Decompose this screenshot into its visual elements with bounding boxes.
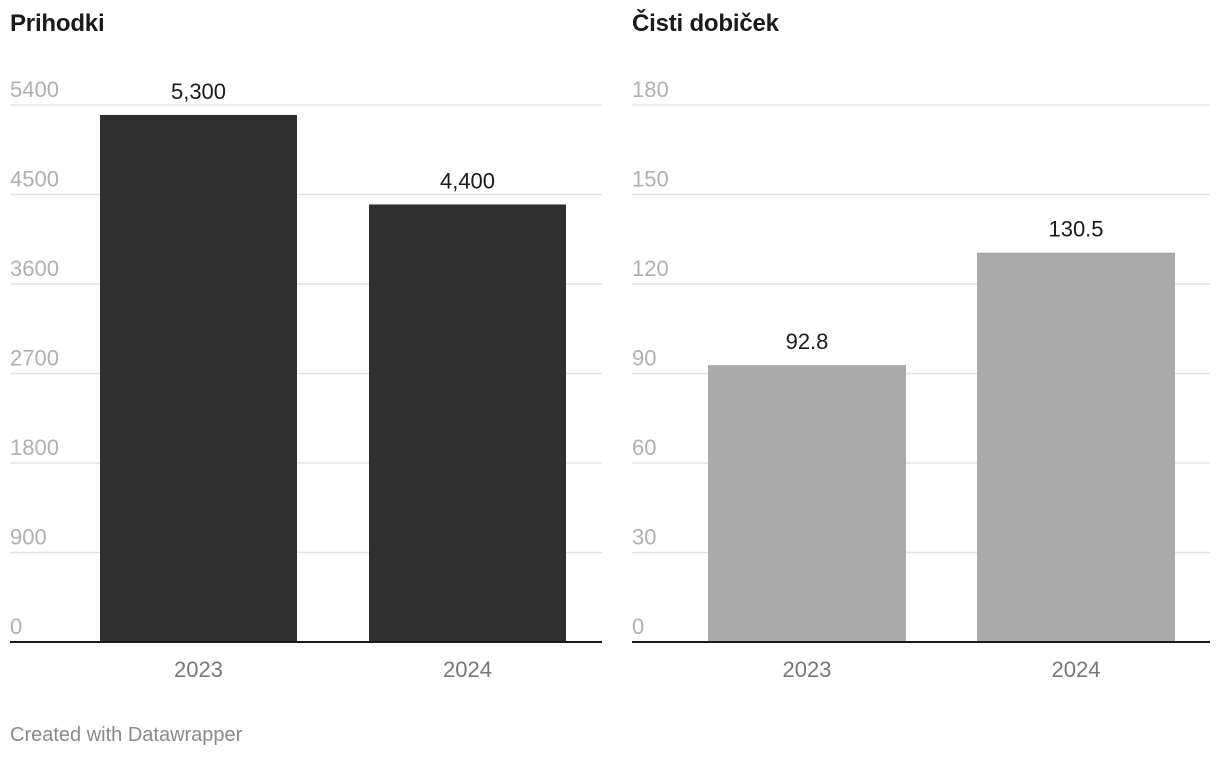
bar-2023	[100, 114, 297, 642]
chart-panel-net-profit: Čisti dobiček 0 30 60 90 120 150 180 92.8 2023 13…	[632, 0, 1210, 700]
chart-title: Prihodki	[10, 10, 105, 37]
chart-title: Čisti dobiček	[632, 10, 779, 37]
y-tick-label: 30	[632, 525, 656, 550]
y-tick-label: 180	[632, 77, 669, 102]
y-tick-label: 90	[632, 346, 656, 371]
y-tick-label: 0	[632, 614, 644, 639]
bar-value-label: 5,300	[171, 79, 226, 104]
x-category-label: 2023	[783, 657, 832, 682]
y-tick-label: 0	[10, 614, 22, 639]
x-category-label: 2024	[443, 657, 492, 682]
bar-2024	[977, 252, 1175, 643]
x-category-label: 2023	[174, 657, 223, 682]
y-tick-label: 1800	[10, 435, 59, 460]
y-tick-label: 120	[632, 256, 669, 281]
y-tick-label: 150	[632, 167, 669, 192]
y-tick-label: 3600	[10, 256, 59, 281]
footer-credit: Created with Datawrapper	[10, 724, 243, 746]
chart-panel-revenue: Prihodki 0 900 1800 2700 3600 4500 5400 5,300 20…	[10, 0, 602, 700]
bar-value-label: 130.5	[1048, 217, 1103, 242]
net-profit-chart-svg: 0 30 60 90 120 150 180 92.8 2023 130.5 2024	[632, 77, 1210, 682]
y-tick-label: 2700	[10, 346, 59, 371]
bar-2024	[369, 204, 566, 642]
y-tick-label: 5400	[10, 77, 59, 102]
y-tick-label: 60	[632, 435, 656, 460]
bar-value-label: 92.8	[786, 329, 829, 354]
bar-value-label: 4,400	[440, 168, 495, 193]
revenue-chart-svg: 0 900 1800 2700 3600 4500 5400 5,300 2023 4,400 20…	[10, 77, 602, 682]
x-category-label: 2024	[1052, 657, 1101, 682]
y-tick-label: 900	[10, 525, 47, 550]
y-tick-label: 4500	[10, 167, 59, 192]
bar-2023	[708, 365, 906, 642]
